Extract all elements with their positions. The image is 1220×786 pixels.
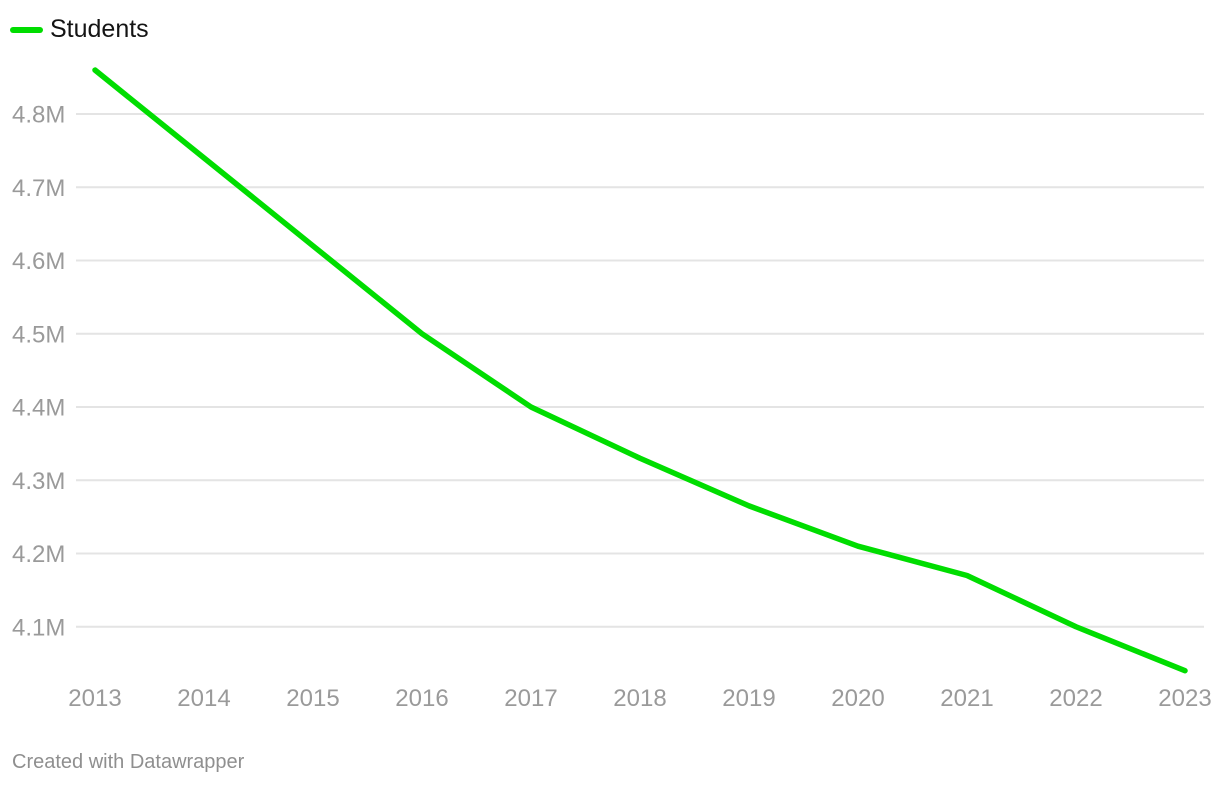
x-tick-label-2015: 2015	[286, 685, 339, 712]
series-line-students	[92, 67, 1188, 674]
attribution: Created with Datawrapper	[12, 751, 245, 773]
x-tick-label-2023: 2023	[1158, 685, 1211, 712]
x-tick-label-2020: 2020	[831, 685, 884, 712]
legend-label: Students	[50, 15, 149, 43]
y-tick-label-4.2M: 4.2M	[12, 541, 65, 568]
x-tick-label-2017: 2017	[504, 685, 557, 712]
y-tick-label-4.4M: 4.4M	[12, 395, 65, 422]
y-tick-label-4.7M: 4.7M	[12, 175, 65, 202]
y-tick-label-4.6M: 4.6M	[12, 248, 65, 275]
y-tick-label-4.5M: 4.5M	[12, 321, 65, 348]
x-tick-label-2018: 2018	[613, 685, 666, 712]
x-tick-label-2019: 2019	[722, 685, 775, 712]
y-tick-label-4.8M: 4.8M	[12, 102, 65, 129]
legend-line-swatch	[10, 26, 43, 33]
legend: Students	[10, 17, 149, 42]
x-tick-label-2013: 2013	[68, 685, 121, 712]
y-tick-label-4.1M: 4.1M	[12, 614, 65, 641]
x-tick-label-2022: 2022	[1049, 685, 1102, 712]
x-tick-label-2016: 2016	[395, 685, 448, 712]
x-tick-label-2014: 2014	[177, 685, 230, 712]
x-tick-label-2021: 2021	[940, 685, 993, 712]
y-tick-label-4.3M: 4.3M	[12, 468, 65, 495]
